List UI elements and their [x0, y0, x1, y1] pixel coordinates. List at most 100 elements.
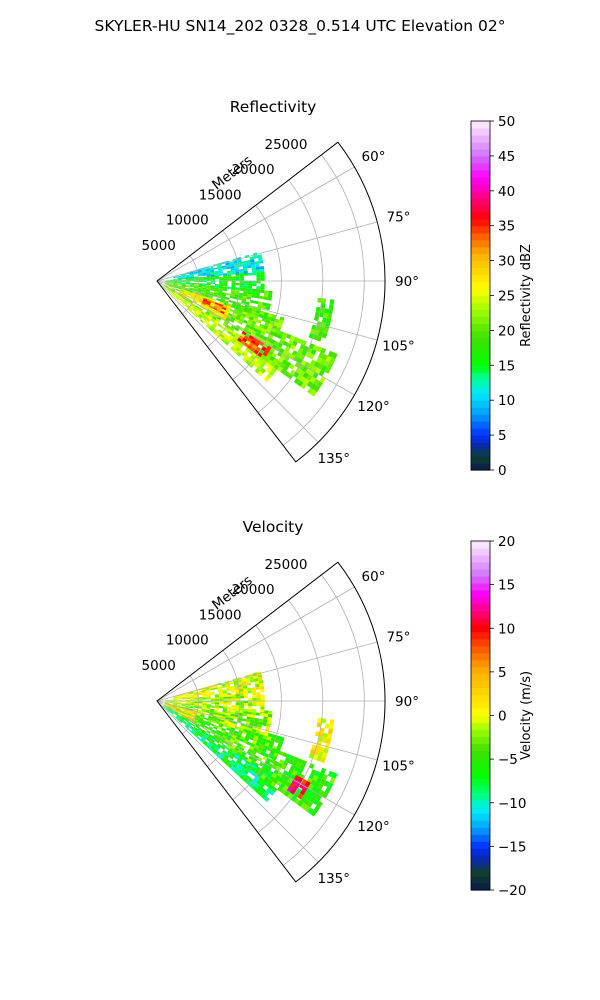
data-cell-region-2: [181, 284, 186, 286]
data-cell-region-2: [202, 286, 207, 289]
data-cell-region-4: [189, 272, 194, 275]
data-cell-region-5: [286, 342, 292, 349]
data-cell-region-1: [199, 716, 204, 719]
data-cell-region-4: [222, 691, 227, 694]
colorbar-segment: [471, 883, 490, 891]
data-cell-region-4: [222, 273, 228, 276]
data-cell-region-1: [207, 727, 213, 731]
colorbar-segment: [471, 358, 490, 366]
data-cell-region-1: [268, 323, 274, 329]
data-cell-region-7: [180, 288, 185, 291]
data-cell-region-3: [194, 698, 199, 700]
data-cell-region-2: [223, 722, 228, 726]
data-cell-region-0: [263, 376, 270, 382]
data-cell-region-3: [198, 279, 203, 281]
data-cell-region-7: [189, 718, 194, 722]
data-cell-region-0: [204, 732, 210, 737]
colorbar-segment: [471, 253, 490, 262]
data-cell-region-2: [169, 282, 174, 284]
data-cell-region-1: [257, 336, 263, 342]
data-cell-region-2: [196, 712, 201, 715]
data-cell-region-0: [221, 758, 226, 763]
data-cell-region-2: [207, 717, 213, 721]
data-cell-region-2: [200, 293, 205, 297]
data-cell-region-3: [227, 698, 232, 701]
data-cell-region-5: [295, 762, 302, 769]
colorbar-segment: [471, 393, 490, 401]
data-cell-region-4: [245, 259, 251, 264]
data-cell-region-0: [173, 292, 178, 296]
data-cell-region-0: [193, 726, 198, 731]
data-cell-region-3: [239, 703, 244, 706]
data-cell-region-1: [188, 719, 193, 723]
data-cell-region-2: [250, 717, 255, 721]
colorbar-segment: [471, 631, 490, 640]
data-cell-region-2: [224, 720, 229, 724]
data-cell-region-0: [225, 338, 231, 344]
data-cell-region-2: [197, 706, 203, 709]
data-cell-region-3: [223, 274, 228, 278]
data-cell-region-4: [197, 693, 203, 696]
data-cell-region-3: [210, 702, 215, 704]
range-ring: [181, 255, 199, 315]
azimuth-tick-label: 135°: [318, 451, 351, 467]
data-cell-region-4: [185, 696, 190, 698]
data-cell-region-5: [306, 794, 313, 801]
data-cell-region-1: [239, 333, 245, 339]
azimuth-tick-label: 120°: [357, 819, 390, 835]
data-cell-region-7: [184, 710, 189, 713]
data-cell-region-7: [190, 717, 195, 721]
colorbar-segment: [471, 596, 490, 605]
data-cell-region-9: [214, 302, 220, 306]
data-cell-region-4: [251, 264, 256, 268]
data-cell-region-2: [201, 710, 206, 713]
data-cell-region-3: [206, 703, 211, 706]
data-cell-region-2: [165, 702, 170, 704]
data-cell-region-3: [219, 284, 224, 287]
data-cell-region-3: [177, 281, 182, 283]
data-cell-region-5: [331, 772, 338, 779]
data-cell-region-1: [213, 314, 218, 319]
data-cell-region-1: [223, 320, 229, 325]
data-cell-region-5: [270, 781, 277, 788]
data-cell-region-2: [262, 735, 268, 740]
data-cell-region-0: [167, 708, 171, 711]
data-cell-region-0: [166, 288, 170, 292]
data-cell-region-2: [173, 703, 178, 706]
data-cell-region-0: [172, 294, 176, 298]
data-cell-region-0: [257, 370, 264, 377]
data-cell-region-4: [197, 270, 202, 273]
colorbar-segment: [471, 680, 490, 689]
colorbar-segment: [471, 722, 490, 731]
data-cell-region-0: [199, 319, 204, 324]
data-cell-region-4: [218, 693, 224, 696]
data-cell-region-6: [316, 321, 322, 327]
data-cell-region-4: [214, 274, 219, 277]
data-cell-region-7: [194, 297, 199, 300]
data-cell-region-0: [203, 314, 209, 318]
data-cell-region-2: [213, 714, 218, 717]
data-cell-region-0: [265, 787, 272, 794]
data-cell-region-3: [260, 706, 265, 710]
data-cell-region-3: [260, 286, 265, 290]
data-cell-region-0: [163, 706, 167, 710]
data-cell-region-1: [171, 288, 176, 291]
data-cell-region-2: [205, 292, 210, 295]
data-cell-region-0: [207, 316, 212, 321]
data-cell-region-4: [218, 689, 223, 693]
data-cell-region-7: [172, 705, 177, 708]
data-cell-region-3: [177, 278, 182, 280]
data-cell-region-1: [251, 750, 257, 755]
data-cell-region-1: [247, 748, 253, 753]
colorbar-segment: [471, 673, 490, 682]
colorbar-segment: [471, 645, 490, 654]
data-cell-region-0: [261, 359, 268, 365]
data-cell-region-4: [234, 687, 240, 690]
data-cell-region-0: [227, 336, 233, 342]
data-cell-region-5: [322, 791, 329, 799]
data-cell-region-4: [173, 698, 178, 700]
data-cell-region-4: [205, 687, 210, 690]
data-cell-region-6: [328, 304, 334, 310]
data-cell-region-8: [287, 786, 293, 793]
data-cell-region-2: [165, 702, 170, 704]
